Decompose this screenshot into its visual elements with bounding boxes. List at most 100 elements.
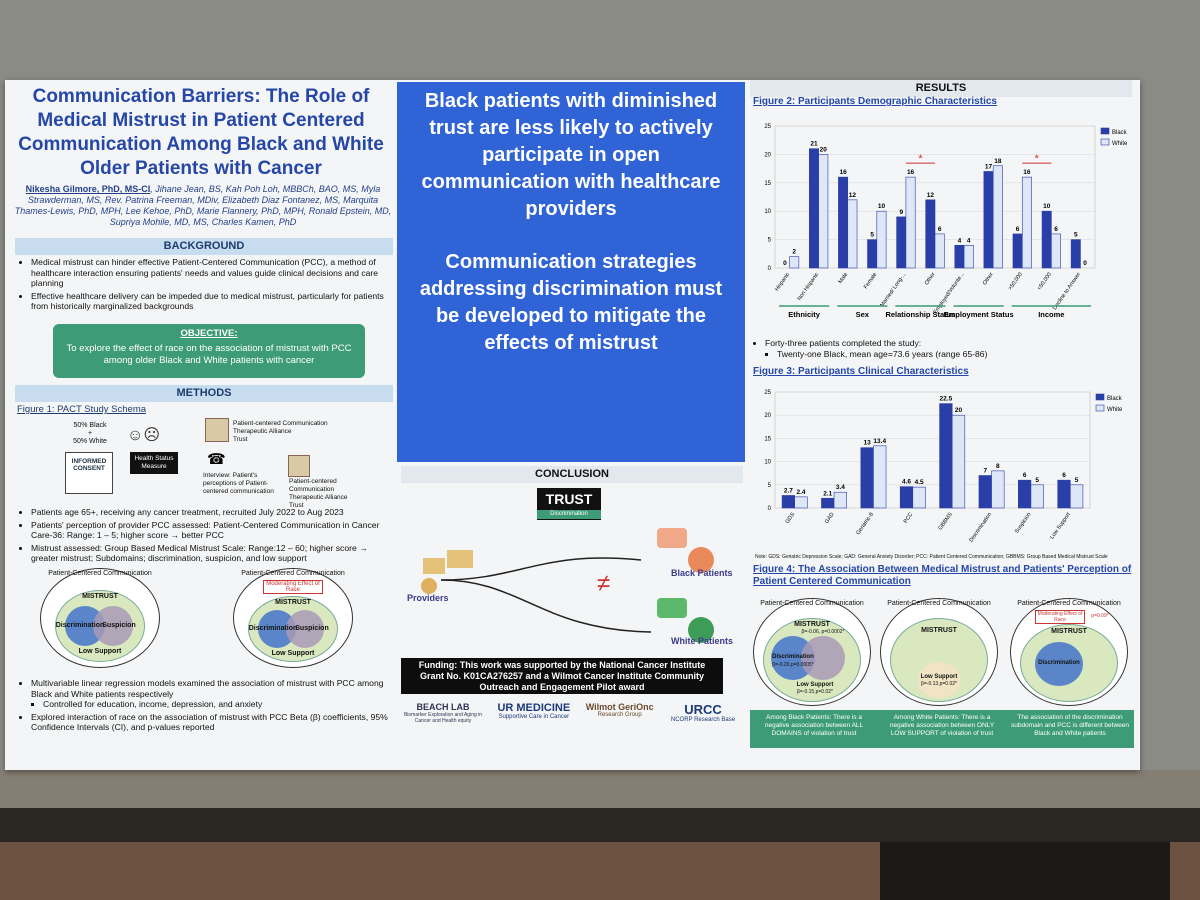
logo-name: URCC — [684, 702, 722, 717]
stat: β=-0.13,p=0.02* — [921, 681, 957, 687]
bar — [939, 403, 953, 509]
table — [880, 842, 1170, 900]
value-label: 5 — [1075, 477, 1079, 484]
value-label: 16 — [839, 169, 847, 176]
caption-bar: Among Black Patients: There is a negativ… — [750, 710, 1134, 748]
bar — [1070, 484, 1084, 509]
schema-label: + — [87, 430, 93, 437]
outcome: Patient-centered Communication — [289, 478, 337, 493]
mistrust-label: MISTRUST — [794, 621, 830, 628]
section-header: METHODS — [15, 385, 393, 402]
value-label: 6 — [1054, 226, 1058, 233]
consent-icon: INFORMED CONSENT — [65, 452, 113, 494]
x-tick-label: Low Support — [1049, 511, 1072, 540]
stat: β=-0.15,p=0.02* — [797, 689, 833, 695]
value-label: 10 — [1043, 203, 1051, 210]
value-label: 9 — [899, 209, 903, 216]
label: Low Support — [271, 650, 315, 657]
figure-title: Figure 3: Participants Clinical Characte… — [753, 366, 969, 377]
bar — [978, 475, 992, 509]
value-label: 12 — [927, 192, 935, 199]
value-label: 0 — [1083, 260, 1087, 267]
bar — [794, 496, 808, 509]
value-label: 16 — [1023, 169, 1031, 176]
measure-box: Health Status Measure — [130, 452, 178, 474]
bar — [1041, 210, 1052, 269]
y-tick-label: 10 — [764, 209, 771, 215]
value-label: 18 — [994, 158, 1002, 165]
bar — [963, 244, 974, 269]
legend-swatch — [1100, 127, 1110, 135]
bar — [983, 171, 994, 269]
key-message-box: Black patients with diminished trust are… — [397, 82, 745, 462]
value-label: 2.4 — [796, 489, 805, 496]
legend-swatch — [1095, 393, 1105, 401]
subdomain — [801, 636, 845, 680]
pcc-label: Patient-Centered Communication — [48, 570, 152, 577]
label: Black Patients — [671, 568, 733, 578]
value-label: 17 — [985, 163, 993, 170]
bullet-text: Forty-three patients completed the study… — [765, 338, 922, 348]
trust-badge: TRUST Discrimination — [537, 488, 601, 520]
label: White Patients — [671, 636, 734, 646]
bar — [833, 491, 847, 509]
label: Discrimination — [55, 622, 105, 629]
value-label: 13.4 — [873, 438, 886, 445]
logo-name: BEACH LAB — [416, 702, 470, 712]
value-label: 13 — [864, 440, 872, 447]
bullet: Forty-three patients completed the study… — [765, 338, 1133, 359]
bar — [934, 233, 945, 269]
key-message: Communication strategies addressing disc… — [419, 251, 723, 354]
mistrust-label: MISTRUST — [82, 593, 118, 600]
objective-box: OBJECTIVE: To explore the effect of race… — [53, 324, 365, 378]
x-tick-label: Discrimination — [968, 512, 993, 544]
y-tick-label: 20 — [764, 413, 771, 419]
legend-label: White — [1112, 141, 1128, 147]
legend-label: Black — [1107, 396, 1123, 402]
pcc-label: Patient-Centered Communication — [1017, 600, 1121, 607]
logo-sub: Supportive Care in Cancer — [498, 714, 570, 720]
bar — [873, 445, 887, 509]
arrow — [440, 579, 652, 633]
logo: UR MEDICINE Supportive Care in Cancer — [491, 702, 576, 746]
group-label: Income — [1038, 310, 1064, 319]
x-tick-label: GDS — [785, 511, 797, 524]
note: Note: GDS: Geriatric Depression Scale; G… — [755, 554, 1108, 560]
value-label: 3.4 — [836, 484, 845, 491]
logo-name: Wilmot GeriOnc — [585, 702, 654, 712]
bar — [838, 176, 849, 269]
bar — [867, 239, 878, 269]
group-label: Relationship Status — [885, 310, 955, 319]
bullet: Mistrust assessed: Group Based Medical M… — [31, 543, 393, 564]
subdomain — [286, 610, 324, 648]
stat: β=-0.06, p=0.0002* — [801, 629, 845, 635]
head-icon — [688, 547, 714, 573]
outcome-list: Patient-centered Communication Therapeut… — [233, 420, 343, 444]
value-label: 8 — [996, 463, 1000, 470]
label: Discrimination — [772, 654, 814, 660]
bullet-text: Multivariable linear regression models e… — [31, 678, 384, 699]
bar — [954, 244, 965, 269]
interview-text: Interview: Patient's perceptions of Pati… — [203, 472, 274, 495]
logo: Wilmot GeriOnc Research Group — [585, 702, 655, 746]
value-label: 0 — [783, 260, 787, 267]
value-label: 12 — [849, 192, 857, 199]
pcc-label: Patient-Centered Communication — [241, 570, 345, 577]
y-tick-label: 5 — [768, 483, 772, 489]
caption: Among Black Patients: There is a negativ… — [764, 714, 864, 737]
value-label: 6 — [1023, 472, 1027, 479]
y-tick-label: 0 — [768, 266, 772, 272]
caption: Among White Patients: There is a negativ… — [889, 714, 995, 737]
value-label: 2.1 — [823, 490, 832, 497]
methods-list: Multivariable linear regression models e… — [19, 678, 393, 735]
bar — [809, 148, 819, 269]
pcc-label: Patient-Centered Communication — [760, 600, 864, 607]
value-label: 20 — [820, 146, 828, 153]
bar — [821, 497, 835, 509]
y-tick-label: 15 — [764, 181, 771, 187]
label: Discrimination — [248, 625, 298, 632]
value-label: 5 — [1074, 232, 1078, 239]
bar — [847, 199, 858, 269]
bar — [951, 414, 966, 509]
panel-base — [0, 808, 1200, 842]
